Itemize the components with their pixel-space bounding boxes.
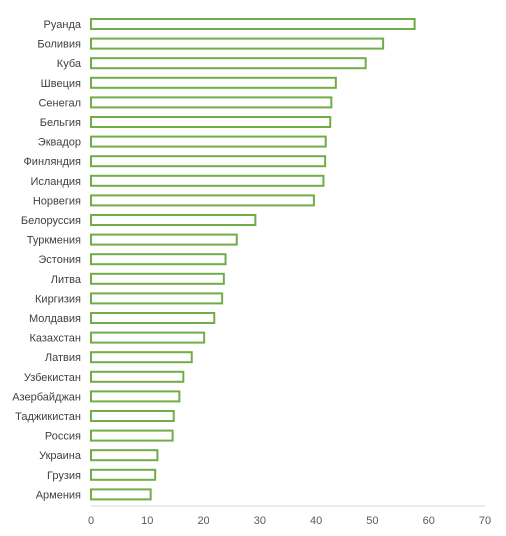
bars-group	[90, 18, 416, 501]
bar-7	[90, 155, 327, 168]
bar-16	[90, 331, 206, 344]
x-tick-label: 0	[88, 515, 94, 527]
category-label: Эквадор	[38, 137, 81, 149]
bar-9	[90, 194, 315, 207]
category-label: Исландия	[30, 176, 81, 188]
bar-3	[90, 76, 337, 89]
category-label: Норвегия	[33, 195, 81, 207]
bar-18	[90, 370, 185, 383]
x-tick-label: 70	[479, 515, 491, 527]
x-tick-label: 10	[141, 515, 153, 527]
bar-21	[90, 429, 174, 442]
category-label: Туркмения	[27, 235, 81, 247]
category-label: Руанда	[44, 19, 82, 31]
category-label: Грузия	[47, 470, 81, 482]
bar-2	[90, 57, 367, 70]
category-label: Россия	[45, 431, 81, 443]
category-label: Швеция	[41, 78, 81, 90]
x-tick-label: 60	[423, 515, 435, 527]
bar-8	[90, 174, 325, 187]
bar-14	[90, 292, 224, 305]
category-label: Казахстан	[29, 333, 81, 345]
x-tick-label: 40	[310, 515, 322, 527]
category-label: Белоруссия	[21, 215, 81, 227]
category-label: Литва	[51, 274, 82, 286]
bar-23	[90, 468, 157, 481]
bar-19	[90, 390, 181, 403]
bar-10	[90, 214, 257, 226]
bar-1	[90, 37, 385, 50]
bar-11	[90, 233, 238, 246]
bar-20	[90, 410, 175, 422]
x-tick-label: 30	[254, 515, 266, 527]
x-tick-label: 50	[366, 515, 378, 527]
x-tick-label: 20	[197, 515, 209, 527]
bar-24	[90, 488, 152, 501]
category-label: Бельгия	[40, 117, 81, 129]
bar-22	[90, 449, 159, 462]
category-label: Сенегал	[38, 97, 81, 109]
category-label: Армения	[36, 489, 81, 501]
category-label: Таджикистан	[15, 411, 81, 423]
bar-5	[90, 116, 332, 128]
category-label: Киргизия	[35, 293, 81, 305]
category-label: Украина	[39, 450, 82, 462]
bar-15	[90, 312, 216, 324]
bar-12	[90, 253, 227, 266]
bar-6	[90, 135, 327, 148]
bar-13	[90, 272, 225, 285]
category-label: Латвия	[45, 352, 81, 364]
category-labels: Руанда Боливия Куба Швеция Сенегал Бельгия Экв…	[12, 19, 82, 501]
x-tick-labels: 0 10 20 30 40 50 60 70	[88, 515, 491, 527]
category-label: Финляндия	[23, 156, 81, 168]
bar-0	[90, 18, 416, 30]
bar-17	[90, 351, 193, 364]
category-label: Боливия	[37, 39, 81, 51]
category-label: Молдавия	[29, 313, 81, 325]
category-label: Узбекистан	[24, 372, 81, 384]
category-label: Азербайджан	[12, 391, 81, 403]
bar-4	[90, 96, 333, 109]
category-label: Куба	[57, 58, 82, 70]
category-label: Эстония	[38, 254, 81, 266]
